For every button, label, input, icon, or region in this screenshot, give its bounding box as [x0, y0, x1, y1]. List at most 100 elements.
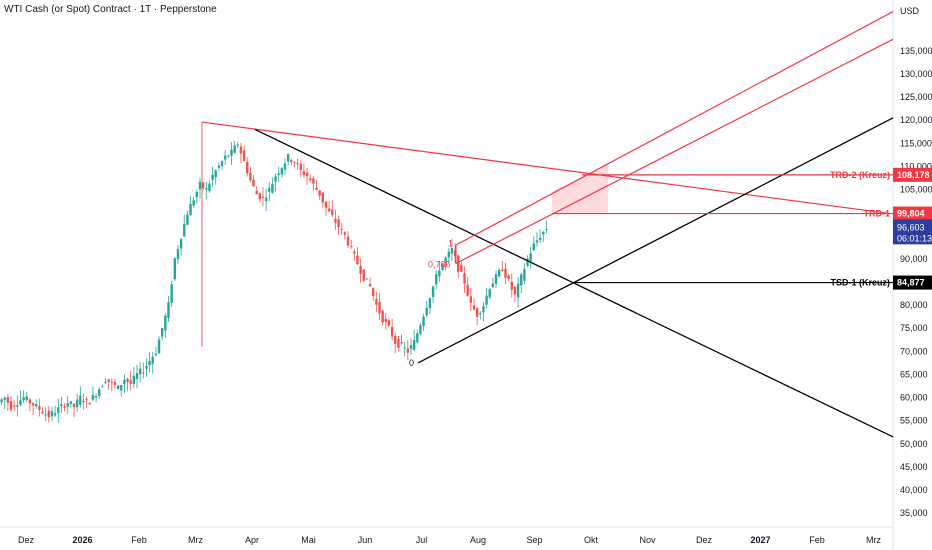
candle-body — [189, 204, 192, 216]
candle-body — [214, 170, 217, 178]
candle-body — [400, 342, 403, 344]
candle-body — [57, 407, 60, 414]
candle-body — [353, 251, 356, 254]
candle-body — [38, 406, 41, 410]
candle-body — [384, 318, 388, 322]
candle-body — [88, 403, 91, 405]
candle-body — [441, 263, 444, 270]
price-tag-text: 99,804 — [897, 209, 925, 219]
candle-body — [16, 405, 19, 407]
level-label: TSD-1 (Kreuz) — [830, 278, 890, 288]
candle-body — [94, 396, 98, 398]
candle-body — [309, 178, 312, 181]
candle-body — [337, 219, 340, 228]
candle-body — [312, 178, 315, 184]
candle-body — [280, 168, 284, 175]
candle-body — [397, 338, 400, 348]
candle-body — [378, 301, 381, 314]
candle-body — [85, 398, 88, 400]
candle-body — [343, 232, 347, 235]
x-tick-label: Mai — [301, 535, 316, 545]
candle-body — [501, 269, 504, 272]
last-price-tag — [893, 219, 932, 245]
candle-body — [390, 327, 394, 337]
candle-body — [82, 400, 85, 403]
candle-body — [463, 273, 466, 284]
x-tick-label: Feb — [131, 535, 147, 545]
candle-body — [538, 237, 542, 240]
candle-body — [296, 163, 299, 165]
y-tick-label: 35,000 — [900, 508, 928, 518]
candle-body — [47, 410, 51, 418]
candle-body — [41, 411, 44, 414]
candle-body — [535, 240, 539, 243]
resistance-zone — [552, 164, 608, 214]
candle-body — [472, 305, 476, 310]
candle-body — [211, 174, 214, 180]
candle-body — [0, 399, 3, 403]
candle-body — [321, 192, 325, 203]
last-price-text: 96,603 — [897, 222, 925, 232]
candle-body — [208, 183, 211, 192]
candle-body — [516, 283, 520, 298]
candle-body — [409, 344, 413, 350]
candle-body — [198, 181, 202, 190]
candle-body — [132, 375, 136, 384]
y-tick-label: 135,000 — [900, 46, 932, 56]
x-tick-label: Jul — [416, 535, 428, 545]
candle-body — [217, 165, 221, 168]
candle-body — [186, 214, 189, 225]
candle-body — [22, 397, 25, 401]
candle-body — [403, 347, 406, 349]
fib-label-0: 0 — [409, 358, 414, 368]
candle-body — [170, 284, 173, 303]
red-trend-line — [201, 121, 891, 215]
candle-body — [173, 258, 176, 280]
y-tick-label: 80,000 — [900, 300, 928, 310]
candle-body — [116, 385, 120, 389]
x-tick-label: Mrz — [188, 535, 203, 545]
candle-body — [164, 315, 167, 331]
candle-body — [246, 162, 249, 174]
candle-body — [242, 150, 246, 162]
candle-body — [485, 295, 488, 305]
candle-body — [450, 247, 454, 254]
candle-body — [327, 208, 331, 212]
candle-body — [412, 340, 416, 350]
candle-body — [233, 145, 236, 153]
candle-body — [113, 382, 117, 386]
currency-label: USD — [900, 6, 920, 16]
candle-body — [201, 182, 205, 188]
candle-body — [192, 200, 195, 206]
candle-body — [126, 378, 129, 382]
y-tick-label: 60,000 — [900, 393, 928, 403]
candle-body — [526, 258, 529, 266]
candle-body — [422, 316, 425, 327]
candle-body — [135, 373, 139, 380]
candle-body — [529, 253, 532, 262]
candle-body — [205, 187, 208, 190]
candle-body — [434, 274, 438, 285]
candle-body — [167, 302, 170, 319]
candle-body — [255, 190, 258, 195]
candle-body — [148, 360, 151, 366]
price-tag-text: 108,178 — [897, 170, 930, 180]
candle-body — [236, 144, 239, 146]
price-tag-text: 84,877 — [897, 278, 925, 288]
candle-body — [283, 163, 287, 170]
y-tick-label: 45,000 — [900, 462, 928, 472]
candle-body — [142, 372, 145, 374]
candle-body — [504, 268, 507, 278]
y-tick-label: 110,000 — [900, 161, 932, 171]
candle-body — [497, 270, 501, 277]
countdown-text: 06:01:13 — [897, 233, 932, 243]
x-tick-label: Apr — [245, 535, 259, 545]
candle-body — [75, 399, 79, 408]
candle-body — [261, 196, 265, 198]
candle-body — [53, 413, 57, 416]
candle-body — [290, 160, 293, 162]
x-tick-label: Feb — [809, 535, 825, 545]
candle-body — [264, 197, 268, 202]
